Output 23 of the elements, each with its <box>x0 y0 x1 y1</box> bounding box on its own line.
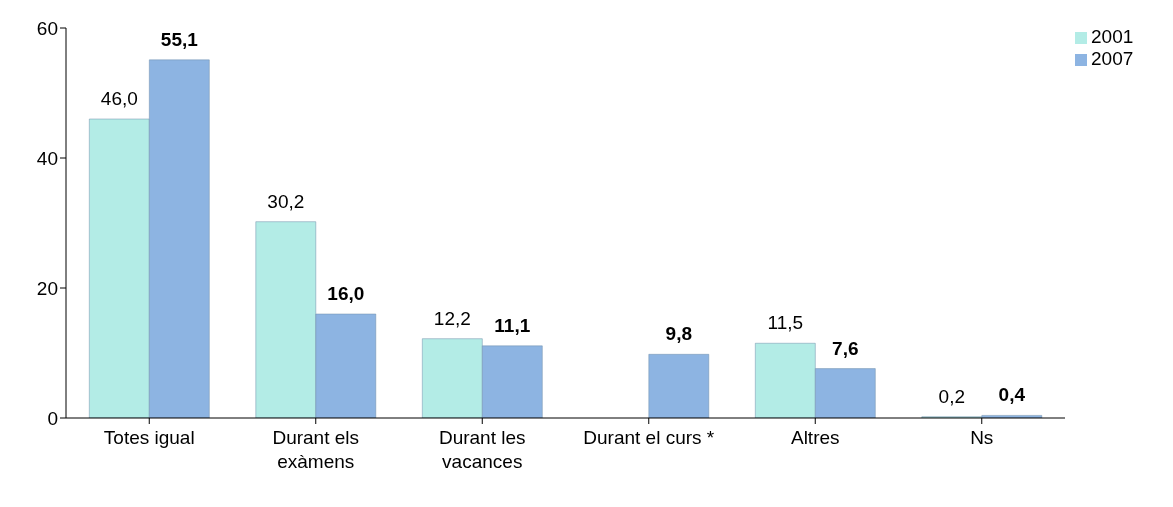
data-label: 30,2 <box>267 190 305 212</box>
data-label: 0,2 <box>938 385 966 407</box>
data-label: 9,8 <box>665 323 693 345</box>
data-label: 0,4 <box>998 384 1026 406</box>
x-tick-label: Altres <box>790 427 840 448</box>
data-label: 46,0 <box>100 88 138 109</box>
data-label: 12,2 <box>433 307 471 329</box>
y-tick-label: 20 <box>36 277 58 299</box>
data-label: 11,1 <box>494 314 531 336</box>
x-tick-label: Durant el curs * <box>583 427 715 448</box>
legend-label: 2007 <box>1091 48 1134 69</box>
data-label: 16,0 <box>327 283 365 304</box>
x-tick-label: Totes igual <box>103 427 195 448</box>
data-label: 7,6 <box>832 337 859 359</box>
data-label: 55,1 <box>160 28 199 50</box>
y-tick-label: 60 <box>36 17 58 39</box>
legend-label: 2001 <box>1091 26 1134 47</box>
data-label: 11,5 <box>767 312 804 334</box>
x-tick-label: Durant les vacances <box>438 427 526 472</box>
x-tick-label: Ns <box>970 427 994 448</box>
y-tick-label: 40 <box>36 147 58 169</box>
y-tick-label: 0 <box>47 407 58 429</box>
x-tick-label: Durant els exàmens <box>272 427 360 472</box>
